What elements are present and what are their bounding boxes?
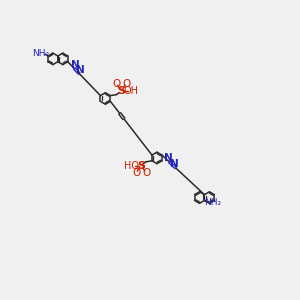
Text: O: O — [132, 168, 140, 178]
Text: N: N — [164, 153, 173, 163]
Text: NH₂: NH₂ — [32, 50, 50, 58]
Text: S: S — [137, 161, 145, 171]
Text: O: O — [112, 79, 121, 89]
Text: S: S — [117, 86, 125, 96]
Text: N: N — [76, 64, 85, 75]
Text: O: O — [122, 79, 130, 89]
Text: NH₂: NH₂ — [204, 198, 221, 207]
Text: HO: HO — [124, 161, 139, 171]
Text: O: O — [142, 168, 150, 178]
Text: N: N — [71, 59, 80, 70]
Text: N: N — [170, 159, 179, 169]
Text: OH: OH — [124, 86, 139, 96]
